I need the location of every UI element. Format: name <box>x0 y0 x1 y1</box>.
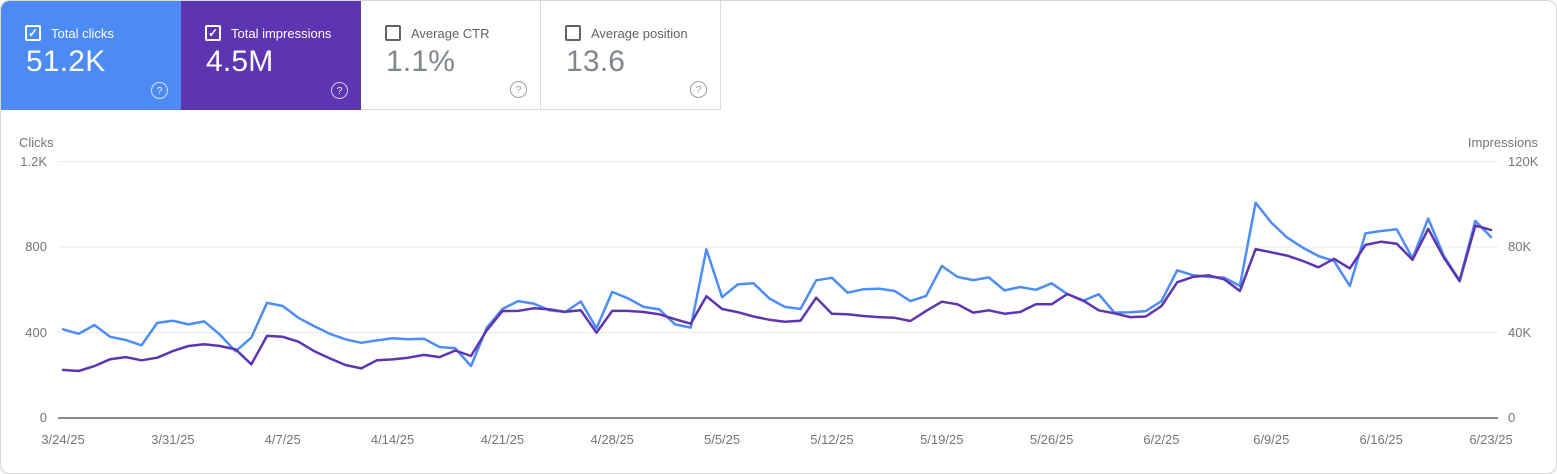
card-label: Average position <box>591 25 688 41</box>
x-axis-date-label: 4/21/25 <box>480 432 525 447</box>
x-axis-date-label: 6/2/25 <box>1143 432 1180 447</box>
metric-card-average-ctr[interactable]: Average CTR 1.1% ? <box>361 1 541 110</box>
help-icon[interactable]: ? <box>331 82 348 99</box>
metric-cards: ✓ Total clicks 51.2K ? ✓ Total impressio… <box>1 1 721 110</box>
help-icon[interactable]: ? <box>510 81 527 98</box>
metric-card-total-clicks[interactable]: ✓ Total clicks 51.2K ? <box>1 1 181 110</box>
x-axis-date-label: 3/31/25 <box>151 432 195 447</box>
total-clicks-line[interactable] <box>61 201 1493 368</box>
right-axis-tick: 80K <box>1508 239 1532 254</box>
x-axis-date-label: 4/14/25 <box>370 432 415 447</box>
total-impressions-line[interactable] <box>61 224 1493 373</box>
card-value: 4.5M <box>206 45 274 78</box>
x-axis-date-label: 6/9/25 <box>1253 432 1290 447</box>
right-axis-tick: 0 <box>1508 410 1516 425</box>
checkmark-icon: ✓ <box>207 25 219 40</box>
x-axis-date-label: 6/23/25 <box>1469 432 1513 447</box>
x-axis-date-label: 5/19/25 <box>920 432 964 447</box>
right-axis-tick: 120K <box>1508 153 1539 169</box>
card-value: 13.6 <box>566 45 626 78</box>
card-label: Total impressions <box>231 25 332 41</box>
card-value: 1.1% <box>386 45 456 78</box>
left-axis-tick: 400 <box>25 324 47 340</box>
help-icon[interactable]: ? <box>151 82 168 99</box>
x-axis-date-label: 3/24/25 <box>41 432 85 447</box>
left-axis-tick: 800 <box>25 239 47 254</box>
left-axis-title: Clicks <box>19 135 54 150</box>
card-value: 51.2K <box>26 45 106 78</box>
x-axis-date-label: 5/26/25 <box>1029 432 1074 447</box>
right-axis-title: Impressions <box>1467 135 1538 150</box>
help-icon[interactable]: ? <box>690 81 707 98</box>
x-axis-date-label: 6/16/25 <box>1359 432 1403 447</box>
left-axis-tick: 1.2K <box>20 153 47 169</box>
x-axis-date-label: 5/12/25 <box>810 432 854 447</box>
card-label: Total clicks <box>51 25 114 41</box>
total-impressions-checkbox[interactable]: ✓ <box>205 25 221 41</box>
metric-card-total-impressions[interactable]: ✓ Total impressions 4.5M ? <box>181 1 361 110</box>
right-axis-tick: 40K <box>1508 324 1532 340</box>
x-axis-date-label: 4/28/25 <box>590 432 634 447</box>
card-label: Average CTR <box>411 25 490 41</box>
average-ctr-checkbox[interactable] <box>385 25 401 41</box>
checkmark-icon: ✓ <box>27 25 39 40</box>
metric-card-average-position[interactable]: Average position 13.6 ? <box>541 1 721 110</box>
left-axis-tick: 0 <box>39 410 47 425</box>
x-axis-date-label: 4/7/25 <box>264 432 301 447</box>
average-position-checkbox[interactable] <box>565 25 581 41</box>
total-clicks-checkbox[interactable]: ✓ <box>25 25 41 41</box>
x-axis-date-label: 5/5/25 <box>703 432 741 447</box>
